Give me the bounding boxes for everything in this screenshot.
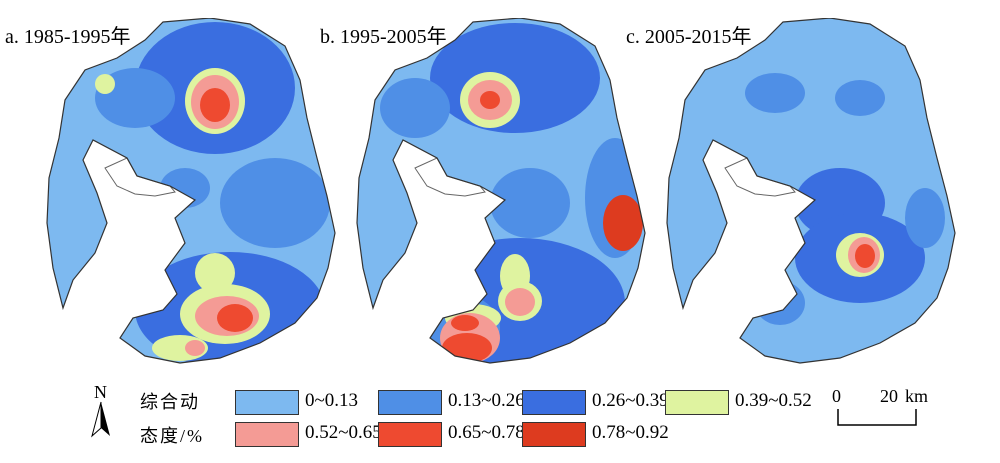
north-arrow-label: N [94, 382, 107, 402]
legend-swatch-1 [235, 390, 299, 415]
legend-title-line2: 态度/% [140, 426, 204, 446]
north-arrow-icon: N [91, 382, 110, 438]
legend-label-2: 0.13~0.26 [448, 390, 525, 411]
legend-label-1: 0~0.13 [305, 390, 359, 411]
legend-swatch-6 [378, 422, 442, 447]
legend-title-line1: 综合动 [140, 392, 200, 412]
legend-label-7: 0.78~0.92 [592, 422, 669, 443]
legend-label-4: 0.39~0.52 [735, 390, 812, 411]
panel-label-b: b. 1995-2005年 [320, 26, 447, 48]
scale-bar [837, 409, 917, 426]
panel-label-c: c. 2005-2015年 [626, 26, 752, 48]
legend-label-5: 0.52~0.65 [305, 422, 382, 443]
scale-bar-start: 0 [832, 386, 841, 406]
legend-swatch-5 [235, 422, 299, 447]
legend-swatch-2 [378, 390, 442, 415]
legend-swatch-3 [522, 390, 586, 415]
legend-label-3: 0.26~0.39 [592, 390, 669, 411]
map-panel-a [46, 18, 336, 364]
legend-swatch-7 [522, 422, 586, 447]
scale-bar-end: 20 [880, 386, 898, 406]
map-panel-c [666, 18, 956, 364]
panel-label-a: a. 1985-1995年 [5, 26, 131, 48]
legend-label-6: 0.65~0.78 [448, 422, 525, 443]
scale-bar-unit: km [905, 386, 929, 406]
map-panel-b [356, 18, 646, 364]
legend-swatch-4 [665, 390, 729, 415]
